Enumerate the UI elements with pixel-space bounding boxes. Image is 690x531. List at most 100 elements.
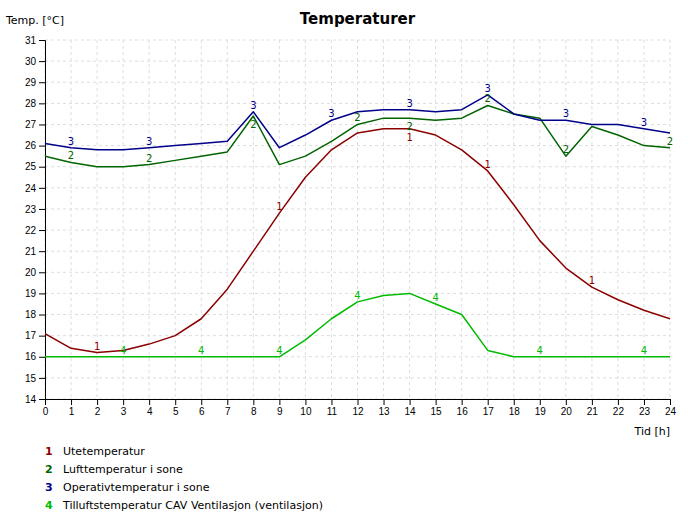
- grid-line: [461, 40, 462, 399]
- line-label: 3: [406, 98, 412, 109]
- tick-mark: [201, 399, 202, 405]
- grid-line: [253, 40, 254, 399]
- y-axis: 141516171819202122232425262728293031: [25, 35, 46, 405]
- legend-key: 3: [45, 481, 53, 494]
- x-tick: 19: [535, 399, 547, 417]
- tick-mark: [670, 399, 671, 405]
- tick-label: 22: [613, 406, 625, 417]
- tick-label: 2: [95, 406, 101, 417]
- tick-label: 16: [25, 351, 37, 362]
- tick-label: 5: [173, 406, 179, 417]
- tick-label: 8: [251, 406, 257, 417]
- tick-mark: [149, 399, 150, 405]
- tick-label: 13: [378, 406, 390, 417]
- y-tick: 27: [25, 119, 45, 130]
- grid-line: [409, 40, 410, 399]
- y-tick: 28: [25, 98, 45, 109]
- x-tick: 13: [378, 399, 390, 417]
- series-line: [45, 105, 670, 166]
- grid-line: [45, 272, 670, 273]
- grid-line: [383, 40, 384, 399]
- legend-key: 2: [45, 463, 53, 476]
- tick-mark: [39, 209, 45, 210]
- grid-line: [617, 40, 618, 399]
- line-label: 3: [68, 136, 74, 147]
- tick-mark: [39, 378, 45, 379]
- line-label: 4: [354, 290, 360, 301]
- tick-mark: [592, 399, 593, 405]
- line-label: 4: [641, 345, 647, 356]
- x-tick: 20: [561, 399, 573, 417]
- y-tick: 31: [25, 35, 45, 46]
- y-tick: 19: [25, 288, 45, 299]
- tick-label: 23: [639, 406, 651, 417]
- legend-label: Lufttemperatur i sone: [63, 463, 183, 476]
- tick-mark: [39, 188, 45, 189]
- grid-line: [45, 166, 670, 167]
- tick-mark: [71, 399, 72, 405]
- line-label: 4: [120, 345, 126, 356]
- tick-mark: [39, 61, 45, 62]
- chart: 0123456789101112131415161718192021222324…: [0, 0, 690, 531]
- tick-label: 24: [665, 406, 677, 417]
- tick-label: 27: [25, 119, 37, 130]
- tick-label: 11: [327, 406, 338, 417]
- tick-label: 18: [25, 309, 37, 320]
- tick-label: 23: [25, 204, 37, 215]
- tick-label: 20: [25, 267, 37, 278]
- tick-label: 14: [25, 394, 37, 405]
- tick-label: 10: [300, 406, 312, 417]
- line-label: 4: [432, 292, 438, 303]
- tick-label: 12: [352, 406, 364, 417]
- grid-line: [227, 40, 228, 399]
- tick-mark: [358, 399, 359, 405]
- x-tick: 14: [405, 399, 417, 417]
- tick-label: 4: [147, 406, 153, 417]
- y-axis-label: Temp. [°C]: [5, 14, 64, 27]
- x-tick: 9: [277, 399, 283, 417]
- tick-mark: [488, 399, 489, 405]
- grid-line: [45, 314, 670, 315]
- tick-mark: [123, 399, 124, 405]
- tick-label: 14: [405, 406, 417, 417]
- grid-line: [565, 40, 566, 399]
- tick-mark: [227, 399, 228, 405]
- tick-mark: [618, 399, 619, 405]
- tick-mark: [175, 399, 176, 405]
- tick-label: 7: [225, 406, 231, 417]
- grid-line: [45, 40, 670, 41]
- y-tick: 25: [25, 161, 45, 172]
- tick-mark: [253, 399, 254, 405]
- x-tick: 1: [69, 399, 75, 417]
- x-tick: 18: [509, 399, 521, 417]
- tick-label: 17: [483, 406, 495, 417]
- legend-item: 2 Lufttemperatur i sone: [45, 463, 183, 476]
- title: Temperaturer: [300, 10, 416, 28]
- x-tick: 22: [613, 399, 625, 417]
- line-label: 3: [146, 136, 152, 147]
- line-label: 2: [485, 93, 491, 104]
- x-tick: 12: [352, 399, 364, 417]
- plot-area: 0123456789101112131415161718192021222324…: [25, 35, 677, 417]
- tick-mark: [39, 336, 45, 337]
- tick-mark: [39, 293, 45, 294]
- tick-label: 29: [25, 77, 37, 88]
- grid-line: [71, 40, 72, 399]
- tick-mark: [39, 251, 45, 252]
- grid-line: [45, 335, 670, 336]
- x-tick: 24: [665, 399, 677, 417]
- tick-mark: [279, 399, 280, 405]
- tick-label: 21: [587, 406, 599, 417]
- tick-mark: [39, 272, 45, 273]
- axis-line: [46, 400, 671, 406]
- x-tick: 15: [431, 399, 443, 417]
- tick-label: 6: [199, 406, 205, 417]
- tick-label: 17: [25, 330, 37, 341]
- tick-label: 26: [25, 140, 37, 151]
- tick-mark: [331, 399, 332, 405]
- line-label: 4: [198, 345, 204, 356]
- series-line: [45, 293, 670, 356]
- grid-line: [513, 40, 514, 399]
- legend-key: 1: [45, 445, 53, 458]
- tick-label: 24: [25, 183, 37, 194]
